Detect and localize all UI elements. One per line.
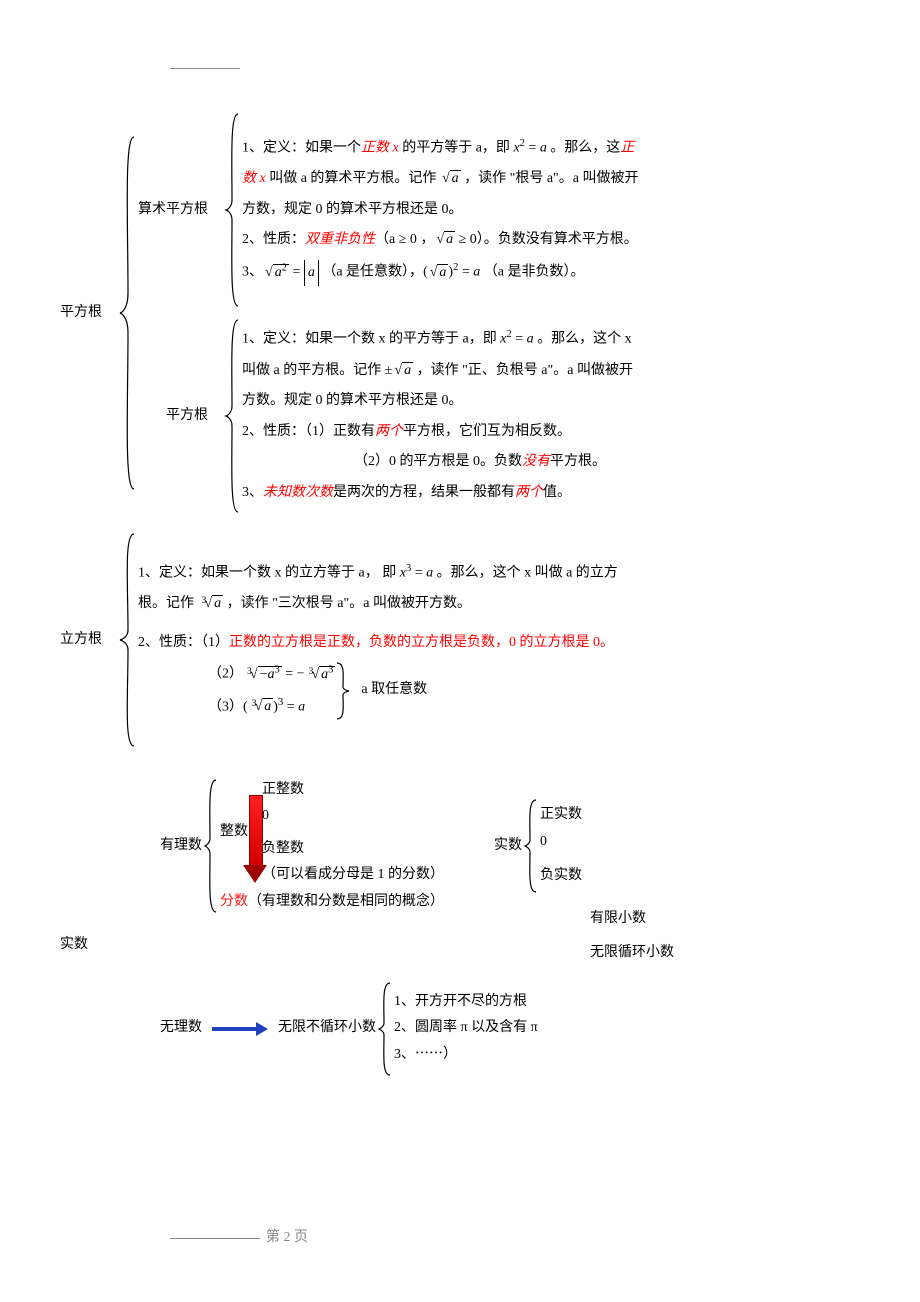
brace-rational: [202, 776, 220, 916]
label-youlishu: 有理数: [160, 833, 202, 860]
pos-real: 正实数: [540, 802, 582, 829]
s1-sub2-line5: （2）0 的平方根是 0。负数没有平方根。: [242, 449, 633, 476]
s2-line4: （2）3−a3 = −3a3: [208, 660, 335, 688]
section-cube-root: 立方根 1、定义：如果一个数 x 的立方等于 a， 即 x3 = a 。那么，这…: [60, 530, 860, 750]
s2-line2: 根。记作 3a ，读作 "三次根号 a"。a 叫做被开方数。: [138, 591, 618, 618]
inf-cycle-label: 无限循环小数: [590, 940, 674, 967]
s1-sub2-line3: 方数。规定 0 的算术平方根还是 0。: [242, 388, 633, 415]
s1-sub1-line1: 1、定义：如果一个正数 x 的平方等于 a，即 x2 = a 。那么，这正: [242, 134, 638, 162]
pos-int: 正整数: [262, 777, 444, 804]
brace-large-2: [116, 530, 138, 750]
irr1: 1、开方开不尽的方根: [394, 989, 538, 1016]
label-suanshu: 算术平方根: [138, 197, 222, 224]
brace-sub-2: [222, 316, 242, 516]
label-pingfang-sub: 平方根: [166, 403, 222, 430]
s2-line5: （3）(3a)3 = a: [208, 693, 335, 721]
s1-sub1-line3: 方数，规定 0 的算术平方根还是 0。: [242, 197, 638, 224]
page-number: 第 2 页: [266, 1230, 308, 1245]
int-note: （可以看成分母是 1 的分数）: [262, 862, 444, 889]
irr2: 2、圆周率 π 以及含有 π: [394, 1015, 538, 1042]
s2-line1: 1、定义：如果一个数 x 的立方等于 a， 即 x3 = a 。那么，这个 x …: [138, 559, 618, 587]
brace-sub-1: [222, 110, 242, 310]
s1-sub2-line1: 1、定义：如果一个数 x 的平方等于 a，即 x2 = a 。那么，这个 x: [242, 325, 633, 353]
header-rule: [170, 68, 240, 69]
s1-sub1-line5: 3、a2 = a （a 是任意数），(a)2 = a （a 是非负数）。: [242, 258, 638, 286]
fraction-row: 分数 （有理数和分数是相同的概念）: [220, 889, 444, 916]
zero2: 0: [540, 829, 582, 856]
s1-sub1-line4: 2、性质：双重非负性（a ≥ 0 ，a ≥ 0）。负数没有算术平方根。: [242, 227, 638, 254]
irr3: 3、⋯⋯）: [394, 1042, 538, 1069]
s1-sub2-line6: 3、未知数次数是两次的方程，结果一般都有两个值。: [242, 480, 633, 507]
irrational-block: 无理数 无限不循环小数 1、开方开不尽的方根 2、圆周率 π 以及含有 π 3、…: [160, 979, 860, 1079]
arrow-right-icon: [212, 1024, 268, 1034]
label-shishu-small: 实数: [494, 833, 522, 860]
real-small-block: 实数 正实数 0 负实数: [494, 776, 582, 916]
zero: 0: [262, 803, 444, 830]
label-shishu-root: 实数: [60, 932, 116, 959]
rational-block: 有理数 整数 正整数 0 负整数 （可以看成分母是 1 的分数）: [160, 776, 444, 916]
section-square-root: 平方根 算术平方根 1、定义：如果一个正数 x 的平方等于 a，即 x2 = a…: [60, 110, 860, 516]
brace-irr: [376, 979, 394, 1079]
brace-real-small: [522, 796, 540, 896]
label-lifanggen: 立方根: [60, 627, 116, 654]
irr-def: 无限不循环小数: [278, 1015, 376, 1042]
s1-sub2-line4: 2、性质：（1）正数有两个平方根，它们互为相反数。: [242, 419, 633, 446]
s1-sub1-line2: 数 x 叫做 a 的算术平方根。记作 a ，读作 "根号 a"。a 叫做被开: [242, 166, 638, 193]
brace-large-1: [116, 133, 138, 493]
fraction-note: （有理数和分数是相同的概念）: [248, 889, 444, 916]
label-fenshu: 分数: [220, 889, 248, 916]
s2-line3: 2、性质：（1）正数的立方根是正数，负数的立方根是负数，0 的立方根是 0。: [138, 630, 618, 657]
label-wulishu: 无理数: [160, 1015, 202, 1042]
page-footer: 第 2 页: [0, 1225, 920, 1252]
label-pingfanggen: 平方根: [60, 300, 116, 327]
section-real-numbers: 有理数 整数 正整数 0 负整数 （可以看成分母是 1 的分数）: [60, 776, 860, 1079]
s1-sub2-line2: 叫做 a 的平方根。记作 ±a ，读作 "正、负根号 a"。a 叫做被开: [242, 358, 633, 385]
arrow-down-icon: [246, 795, 264, 885]
finite-label: 有限小数: [590, 906, 646, 933]
s2-note: a 取任意数: [361, 677, 427, 704]
brace-right-1: [335, 659, 353, 723]
neg-real: 负实数: [540, 863, 582, 890]
neg-int: 负整数: [262, 836, 444, 863]
